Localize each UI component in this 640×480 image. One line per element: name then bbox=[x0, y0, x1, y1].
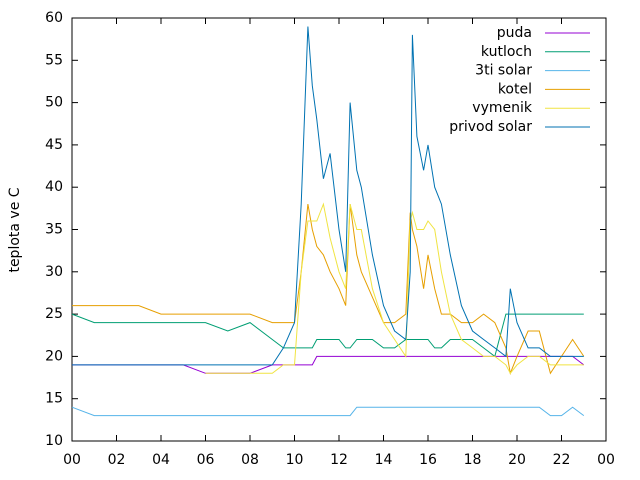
legend-label: vymenik bbox=[472, 100, 533, 116]
x-tick-label: 22 bbox=[553, 452, 571, 468]
y-tick-label: 15 bbox=[45, 391, 63, 407]
y-tick-label: 60 bbox=[45, 10, 63, 26]
x-tick-label: 02 bbox=[108, 452, 126, 468]
y-tick-label: 55 bbox=[45, 52, 63, 68]
y-tick-label: 10 bbox=[45, 433, 63, 449]
legend-label: kotel bbox=[498, 81, 532, 97]
x-tick-label: 20 bbox=[508, 452, 526, 468]
y-axis-label: teplota ve C bbox=[7, 187, 23, 272]
x-tick-label: 14 bbox=[375, 452, 393, 468]
y-tick-label: 30 bbox=[45, 264, 63, 280]
series-line bbox=[71, 313, 584, 358]
x-tick-label: 04 bbox=[152, 452, 170, 468]
legend-label: 3ti solar bbox=[475, 63, 532, 79]
x-tick-label: 18 bbox=[464, 452, 482, 468]
x-tick-label: 06 bbox=[197, 452, 215, 468]
x-tick-label: 10 bbox=[286, 452, 304, 468]
series-line bbox=[71, 406, 585, 417]
y-tick-label: 45 bbox=[45, 137, 63, 153]
y-tick-label: 50 bbox=[45, 95, 63, 111]
y-tick-label: 40 bbox=[45, 179, 63, 195]
x-tick-label: 16 bbox=[419, 452, 437, 468]
legend-label: puda bbox=[497, 25, 532, 41]
x-tick-label: 08 bbox=[241, 452, 259, 468]
series-line bbox=[205, 202, 584, 375]
x-tick-label: 00 bbox=[63, 452, 81, 468]
series-line bbox=[72, 204, 585, 376]
x-tick-label: 00 bbox=[597, 452, 615, 468]
x-tick-label: 12 bbox=[330, 452, 348, 468]
y-tick-label: 25 bbox=[45, 306, 63, 322]
y-tick-label: 20 bbox=[45, 348, 63, 364]
series-line bbox=[72, 26, 584, 366]
legend-label: kutloch bbox=[481, 44, 532, 60]
y-tick-label: 35 bbox=[45, 222, 63, 238]
legend-label: privod solar bbox=[449, 119, 532, 135]
